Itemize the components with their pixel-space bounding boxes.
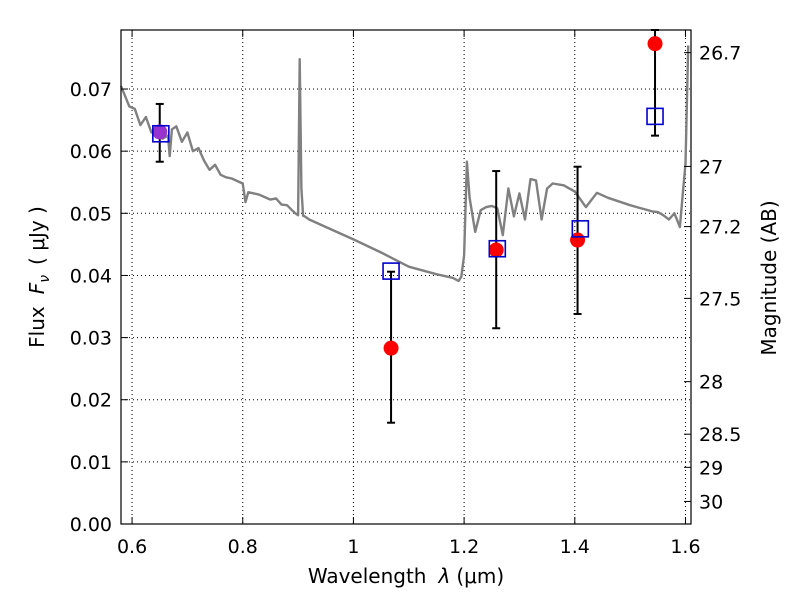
y-tick-label-3: 0.03 [70,328,112,350]
observed-point-1 [383,340,399,356]
y-tick-label-1: 0.01 [70,452,112,474]
x-tick-label-0: 0.6 [117,536,147,558]
model-band-point-3 [571,220,590,238]
model-band-point-1 [382,262,400,280]
y-tick-label-6: 0.06 [70,141,112,163]
y-axis-title-subscript: ν [37,275,53,283]
y-axis-title-unit: ( μJy ) [25,206,49,265]
y2-tick-label-2: 27.2 [699,217,741,239]
x-tick-label-5: 1.6 [670,536,700,558]
plot-frame [120,29,692,525]
y2-axis-title: Magnitude (AB) [757,200,781,355]
y2-tick-label-5: 28.5 [699,424,741,446]
x-axis-title: Wavelength λ (μm) [308,564,504,588]
y-axis-title-symbol: F [25,282,49,294]
x-axis-title-unit: (μm) [456,564,504,588]
tick-labels: 0.6 0.8 1 1.2 1.4 1.6 0.00 0.01 0.02 0.03 0.04 0.05… [70,43,742,558]
y2-tick-label-6: 29 [699,457,723,479]
x-axis-title-prefix: Wavelength [308,564,427,588]
y-tick-label-7: 0.07 [70,79,112,101]
y2-tick-label-7: 30 [699,491,723,513]
observed-point-4 [647,36,663,52]
x-tick-label-4: 1.4 [560,536,590,558]
x-tick-label-3: 1.2 [449,536,479,558]
y-axis-title: Flux Fν ( μJy ) [25,206,53,348]
y2-tick-label-4: 28 [699,372,723,394]
x-tick-label-2: 1 [347,536,359,558]
y2-tick-label-3: 27.5 [699,288,741,310]
model-spectrum-layer [119,45,690,283]
y2-tick-label-1: 27 [699,156,723,178]
axis-ticks [121,30,691,525]
y-tick-label-0: 0.00 [70,514,112,536]
x-tick-label-1: 0.8 [228,536,258,558]
model-band-point-2 [488,239,507,258]
observed-point-2 [488,242,504,258]
observed-point-0 [152,124,168,140]
y-tick-label-2: 0.02 [70,390,112,412]
x-axis-title-symbol: λ [438,564,451,588]
y-tick-label-5: 0.05 [70,203,112,225]
model-spectrum-line [119,45,690,283]
grid-lines [121,30,691,525]
data-points-layer [152,29,664,424]
model-band-point-0 [152,124,170,143]
y-tick-label-4: 0.04 [70,265,112,287]
y-axis-title-prefix: Flux [25,306,49,348]
y2-tick-label-0: 26.7 [699,43,741,65]
model-band-point-4 [646,107,664,126]
